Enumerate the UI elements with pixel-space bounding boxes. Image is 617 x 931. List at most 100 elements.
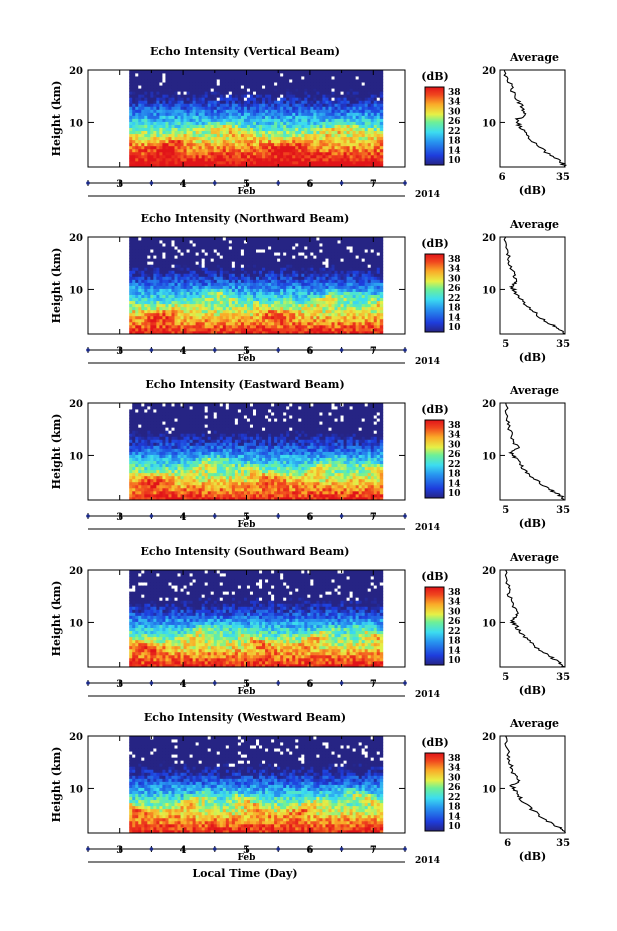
heatmap-cell [162, 273, 166, 277]
heatmap-cell [171, 312, 175, 317]
heatmap-cell [168, 294, 172, 299]
heatmap-cell [280, 285, 284, 289]
heatmap-cell [204, 160, 209, 165]
heatmap-cell [277, 82, 281, 86]
heatmap-cell [349, 103, 354, 107]
heatmap-cell [286, 106, 290, 110]
heatmap-cell [195, 121, 200, 125]
heatmap-cell [210, 276, 215, 280]
heatmap-cell [292, 103, 296, 107]
heatmap-cell [331, 97, 335, 101]
heatmap-cell [310, 79, 314, 83]
heatmap-cell [198, 270, 203, 274]
heatmap-cell [352, 130, 357, 135]
heatmap-cell [319, 109, 323, 113]
heatmap-cell [265, 76, 269, 80]
heatmap-cell [256, 282, 260, 286]
heatmap-cell [283, 282, 287, 286]
heatmap-cell [132, 109, 136, 113]
heatmap-cell [370, 121, 375, 125]
heatmap-cell [198, 324, 203, 329]
heatmap-cell [159, 306, 163, 311]
heatmap-cell [268, 85, 272, 89]
heatmap-cell [295, 151, 299, 156]
heatmap-cell [150, 267, 154, 271]
heatmap-cell [231, 303, 236, 308]
heatmap-cell [225, 264, 230, 268]
heatmap-cell [234, 133, 239, 138]
heatmap-cell [180, 136, 184, 141]
heatmap-cell [204, 318, 209, 323]
heatmap-cell [304, 267, 308, 271]
heatmap-cell [283, 273, 287, 277]
heatmap-cell [352, 115, 357, 119]
heatmap-cell [298, 273, 302, 277]
heatmap-cell [301, 100, 305, 104]
heatmap-cell [222, 270, 227, 274]
heatmap-cell [292, 318, 296, 323]
heatmap-cell [340, 142, 344, 147]
heatmap-cell [198, 267, 203, 271]
heatmap-cell [265, 330, 269, 335]
year-label: 2014 [415, 190, 440, 200]
heatmap-cell [147, 252, 151, 256]
heatmap-cell [346, 151, 350, 156]
heatmap-cell [165, 73, 169, 77]
heatmap-cell [201, 76, 206, 80]
heatmap-cell [325, 118, 329, 122]
heatmap-cell [210, 288, 215, 292]
heatmap-cell [162, 324, 166, 329]
heatmap-cell [301, 306, 305, 311]
heatmap-cell [156, 321, 160, 326]
heatmap-cell [240, 73, 245, 77]
heatmap-cell [183, 282, 187, 286]
heatmap-cell [144, 100, 148, 104]
heatmap-cell [180, 121, 184, 125]
heatmap-cell [262, 145, 266, 150]
heatmap-cell [370, 85, 375, 89]
heatmap-cell [129, 79, 133, 83]
heatmap-cell [162, 240, 166, 244]
heatmap-cell [325, 73, 329, 77]
heatmap-cell [286, 285, 290, 289]
heatmap-cell [153, 76, 157, 80]
heatmap-cell [141, 321, 145, 326]
heatmap-cell [367, 73, 372, 77]
heatmap-cell [252, 258, 257, 262]
heatmap-cell [186, 315, 190, 320]
heatmap-cell [207, 88, 212, 92]
heatmap-cell [186, 330, 190, 335]
heatmap-cell [313, 252, 317, 256]
heatmap-cell [313, 133, 317, 138]
heatmap-cell [249, 321, 254, 326]
heatmap-cell [295, 312, 299, 317]
heatmap-cell [174, 115, 178, 119]
heatmap-cell [295, 94, 299, 98]
heatmap-cell [307, 309, 311, 314]
heatmap-cell [135, 109, 139, 113]
heatmap-cell [228, 330, 233, 335]
heatmap-cell [259, 148, 263, 153]
heatmap-cell [243, 145, 248, 150]
heatmap-cell [129, 115, 133, 119]
heatmap-cell [352, 88, 357, 92]
heatmap-cell [252, 252, 257, 256]
heatmap-cell [268, 145, 272, 150]
heatmap-cell [373, 73, 378, 77]
heatmap-cell [234, 261, 239, 265]
heatmap-cell [246, 249, 251, 253]
heatmap-cell [313, 279, 317, 283]
heatmap-cell [216, 261, 221, 265]
heatmap-cell [256, 279, 260, 283]
heatmap-cell [156, 148, 160, 153]
heatmap-cell [213, 315, 218, 320]
heatmap-cell [201, 309, 206, 314]
heatmap-cell [147, 103, 151, 107]
heatmap-cell [256, 240, 260, 244]
heatmap-cell [316, 255, 320, 259]
heatmap-cell [216, 82, 221, 86]
heatmap-cell [252, 85, 257, 89]
heatmap-cell [352, 151, 357, 156]
heatmap-cell [240, 237, 245, 241]
heatmap-cell [195, 139, 200, 144]
